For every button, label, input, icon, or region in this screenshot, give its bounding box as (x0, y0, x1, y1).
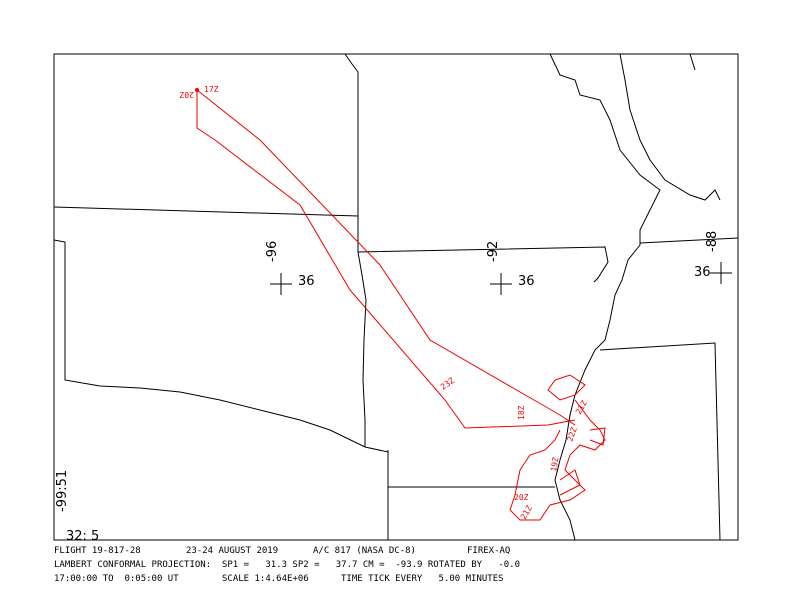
grid-lat-label: 36 (298, 274, 315, 289)
grid-lon-label: -88 (705, 231, 720, 252)
footer-text: TIME TICK EVERY 5.00 MINUTES (341, 574, 504, 584)
track-time-label: 20Z (514, 493, 529, 502)
footer-text: SCALE 1:4.64E+06 (222, 574, 309, 584)
map-frame (53, 53, 739, 541)
footer-text: A/C 817 (NASA DC-8) (313, 546, 416, 556)
flight-track (195, 88, 606, 521)
footer-text: LAMBERT CONFORMAL PROJECTION: SP1 = 31.3… (54, 560, 520, 570)
footer-text: 17:00:00 TO 0:05:00 UT (54, 574, 179, 584)
track-time-label: 21Z (519, 504, 534, 521)
track-time-label: 20Z (179, 90, 194, 99)
track-time-label: 23Z (439, 376, 456, 392)
grid-lon-label: -92 (486, 241, 501, 262)
corner-lat-label: 32: 5 (66, 529, 99, 544)
footer-text: FIREX-AQ (467, 546, 510, 556)
track-time-label: 18Z (517, 405, 526, 420)
footer-text: 23-24 AUGUST 2019 (186, 546, 278, 556)
grid-lat-label: 36 (518, 274, 535, 289)
grid-lon-label: -96 (265, 241, 280, 262)
track-time-label: 19Z (549, 456, 560, 472)
footer-text: FLIGHT 19-817-28 (54, 546, 141, 556)
grid-crosses (270, 262, 732, 295)
grid-lat-label: 36 (694, 265, 711, 280)
boundaries (53, 53, 739, 541)
corner-lon-label: -99:51 (55, 470, 70, 512)
track-time-label: 17Z (204, 85, 219, 94)
